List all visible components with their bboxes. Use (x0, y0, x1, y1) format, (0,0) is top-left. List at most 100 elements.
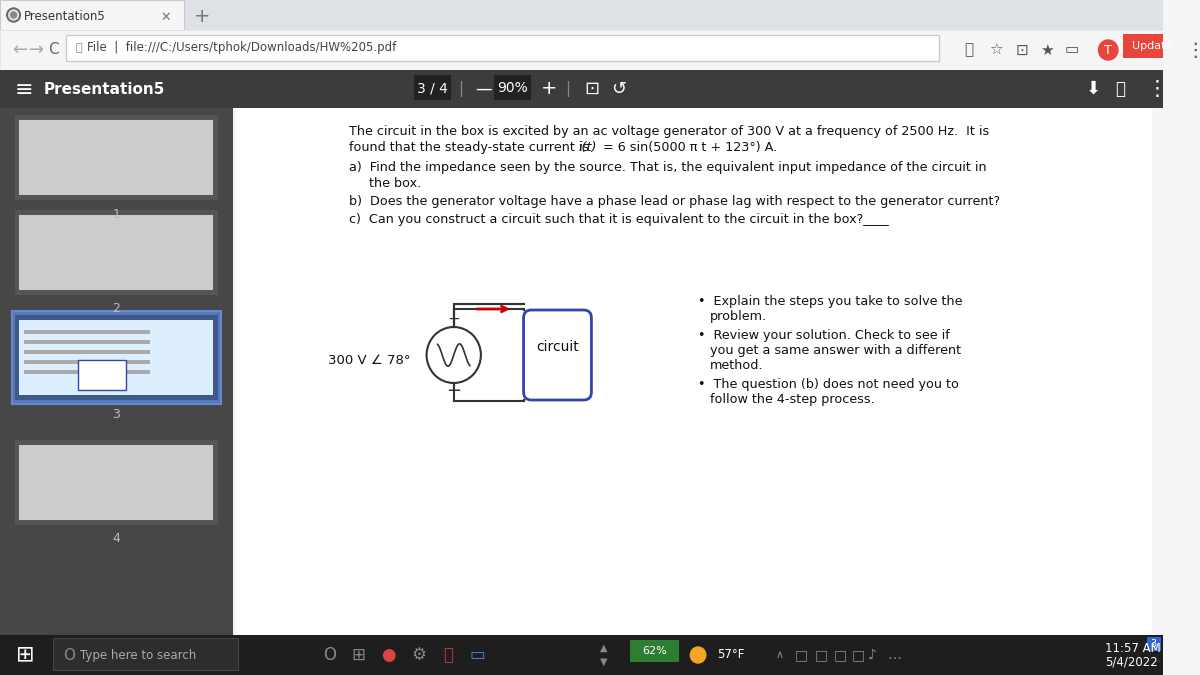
FancyBboxPatch shape (523, 310, 592, 400)
Bar (414, 75, 451, 100)
Bar (494, 75, 532, 100)
Text: ●: ● (380, 646, 395, 664)
Text: 🖶: 🖶 (1115, 80, 1124, 98)
Text: O: O (323, 646, 336, 664)
Text: ♪: ♪ (868, 648, 877, 662)
Text: 1: 1 (113, 207, 120, 221)
Text: 3 / 4: 3 / 4 (416, 81, 448, 95)
Bar (19, 215, 214, 290)
Bar (24, 350, 150, 354)
Circle shape (8, 10, 18, 20)
Bar (24, 360, 150, 364)
Text: ⚙: ⚙ (412, 646, 426, 664)
Bar (78, 360, 126, 390)
Text: ←: ← (12, 41, 26, 59)
Bar (24, 340, 150, 344)
Text: 62%: 62% (642, 646, 667, 656)
Text: = 6 sin(5000 π t + 123°) A.: = 6 sin(5000 π t + 123°) A. (599, 141, 778, 154)
Circle shape (1098, 40, 1118, 60)
Bar (24, 330, 150, 334)
Bar (24, 370, 150, 374)
Text: •  Explain the steps you take to solve the: • Explain the steps you take to solve th… (698, 295, 962, 308)
Text: +: + (448, 311, 460, 327)
Text: T: T (1104, 43, 1112, 57)
Text: ▭: ▭ (469, 646, 485, 664)
Text: ☆: ☆ (989, 43, 1002, 57)
Text: |: | (565, 81, 570, 97)
Text: 3: 3 (113, 408, 120, 421)
Text: a)  Find the impedance seen by the source. That is, the equivalent input impedan: a) Find the impedance seen by the source… (349, 161, 986, 174)
Text: circuit: circuit (536, 340, 578, 354)
Bar (53, 638, 238, 670)
Bar (12, 311, 221, 404)
Text: problem.: problem. (709, 310, 767, 323)
Bar (0, 0, 1164, 30)
Bar (19, 445, 214, 520)
Bar (66, 35, 938, 61)
Text: ⬛: ⬛ (443, 646, 452, 664)
Text: ⊡: ⊡ (584, 80, 600, 98)
Text: O: O (64, 647, 76, 662)
Text: c)  Can you construct a circuit such that it is equivalent to the circuit in the: c) Can you construct a circuit such that… (349, 213, 889, 226)
Text: File  |  file:///C:/Users/tphok/Downloads/HW%205.pdf: File | file:///C:/Users/tphok/Downloads/… (88, 41, 396, 55)
Text: found that the steady-state current is: found that the steady-state current is (349, 141, 593, 154)
Text: follow the 4-step process.: follow the 4-step process. (709, 393, 875, 406)
Text: □: □ (834, 648, 847, 662)
Bar (1123, 34, 1181, 58)
Text: the box.: the box. (349, 177, 421, 190)
Text: C: C (48, 43, 59, 57)
Text: ≡: ≡ (14, 80, 34, 100)
Text: ▼: ▼ (600, 657, 607, 667)
Text: ⊞: ⊞ (352, 646, 366, 664)
Text: you get a same answer with a different: you get a same answer with a different (709, 344, 961, 357)
Text: …: … (887, 648, 901, 662)
Bar (630, 640, 679, 662)
Text: +: + (194, 7, 210, 26)
Bar (0, 635, 1164, 675)
Text: —: — (475, 80, 492, 98)
Bar (235, 108, 1152, 660)
Text: |: | (458, 81, 463, 97)
Text: −: − (446, 382, 461, 400)
Text: ▭: ▭ (1064, 43, 1079, 57)
Text: 11:57 AM: 11:57 AM (1105, 641, 1162, 655)
Text: →: → (29, 41, 44, 59)
Text: method.: method. (709, 359, 763, 372)
Text: ⊞: ⊞ (16, 645, 35, 665)
Text: ▲: ▲ (600, 643, 607, 653)
Circle shape (7, 8, 20, 22)
Text: 4: 4 (113, 533, 120, 545)
Text: ⋮: ⋮ (1184, 40, 1200, 59)
Text: •  Review your solution. Check to see if: • Review your solution. Check to see if (698, 329, 950, 342)
Bar (14, 315, 218, 400)
Text: Type here to search: Type here to search (79, 649, 196, 662)
Circle shape (690, 647, 706, 663)
Bar (14, 210, 218, 295)
Text: 2: 2 (113, 302, 120, 315)
Bar (5, 635, 48, 675)
Text: Presentation5: Presentation5 (43, 82, 166, 97)
Text: Update: Update (1132, 41, 1172, 51)
Text: ★: ★ (1040, 43, 1054, 57)
Text: 🔍: 🔍 (965, 43, 974, 57)
Text: ✕: ✕ (160, 11, 170, 24)
Bar (14, 440, 218, 525)
Text: 3: 3 (1151, 639, 1157, 649)
Text: 57°F: 57°F (718, 649, 745, 662)
Bar (0, 108, 233, 660)
Bar (0, 30, 1164, 70)
Text: ⓘ: ⓘ (76, 43, 83, 53)
Bar (0, 0, 185, 30)
Text: 300 V ∠ 78°: 300 V ∠ 78° (328, 354, 410, 367)
Text: Presentation5: Presentation5 (24, 11, 106, 24)
Bar (1147, 637, 1160, 651)
Bar (0, 70, 1164, 108)
Text: b)  Does the generator voltage have a phase lead or phase lag with respect to th: b) Does the generator voltage have a pha… (349, 195, 1000, 208)
Text: 90%: 90% (498, 81, 528, 95)
Bar (14, 115, 218, 200)
Text: +: + (541, 80, 558, 99)
Circle shape (11, 12, 17, 18)
Text: ↺: ↺ (611, 80, 626, 98)
Text: □: □ (815, 648, 828, 662)
Text: ⋮: ⋮ (1147, 79, 1168, 99)
